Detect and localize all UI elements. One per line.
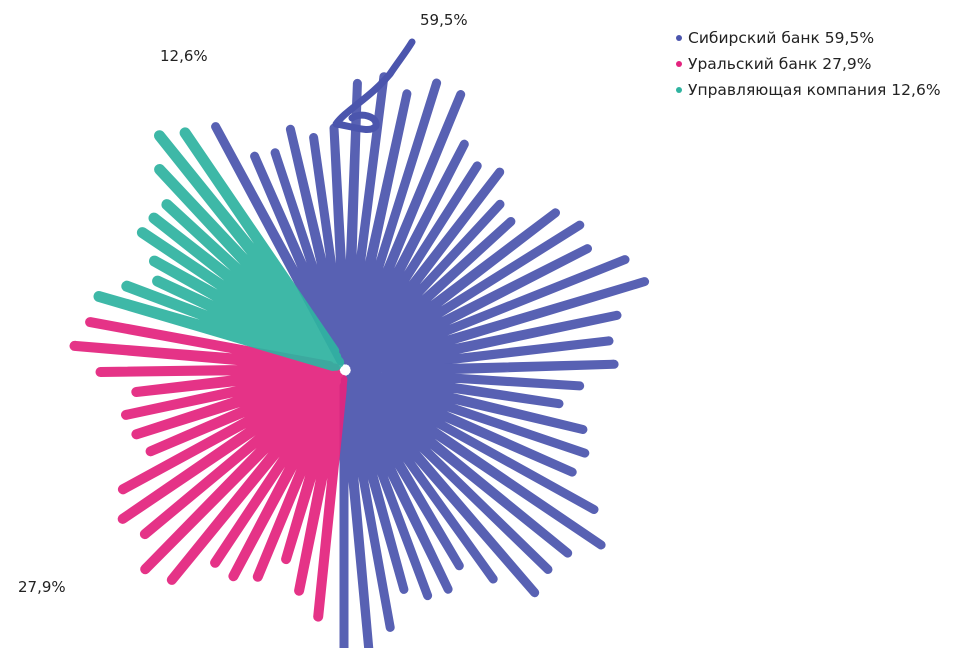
pie-slices: [69, 72, 650, 648]
legend: Сибирский банк 59,5% Уральский банк 27,9…: [676, 25, 941, 103]
data-label-uralsky-bank: 27,9%: [18, 578, 66, 596]
data-label-sibirsky-bank: 59,5%: [420, 11, 468, 29]
legend-label-sibirsky-bank: Сибирский банк 59,5%: [688, 29, 875, 47]
data-label-upravlyayushchaya-kompaniya: 12,6%: [160, 47, 208, 65]
pie-slice-sibirsky-bank: [211, 72, 650, 648]
sibirsky-bank-pointer-stroke: [332, 38, 416, 133]
legend-label-uralsky-bank: Уральский банк 27,9%: [688, 55, 872, 73]
pie-slice-uralsky-bank: [69, 317, 348, 622]
legend-marker-sibirsky-bank: [676, 35, 682, 41]
pie-slice-upravlyayushchaya-kompaniya: [93, 127, 345, 371]
legend-marker-upravlyayushchaya-kompaniya: [676, 87, 682, 93]
legend-item-sibirsky-bank: Сибирский банк 59,5%: [676, 25, 941, 51]
legend-item-uralsky-bank: Уральский банк 27,9%: [676, 51, 941, 77]
legend-item-upravlyayushchaya-kompaniya: Управляющая компания 12,6%: [676, 77, 941, 103]
legend-marker-uralsky-bank: [676, 61, 682, 67]
legend-label-upravlyayushchaya-kompaniya: Управляющая компания 12,6%: [688, 81, 941, 99]
